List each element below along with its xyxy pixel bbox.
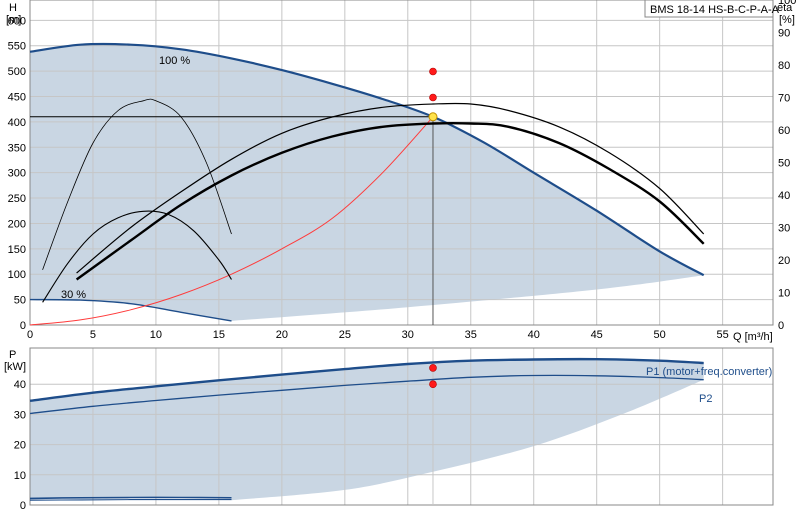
x-tick-label: 50 [654,329,666,341]
h-tick-label: 300 [8,168,26,180]
p-curve-low-speed-lower [29,499,232,501]
h-tick-label: 500 [8,66,26,78]
head-plot: 0 5 10 15 20 25 30 35 40 45 50 55050100150200250300… [6,0,796,343]
p-tick-label: 0 [20,500,26,512]
p-tick-label: 20 [14,440,26,452]
eta-duty-marker [429,93,437,102]
eta-curve-low-speed-lower [42,210,232,303]
power-plot-frame [29,347,774,506]
curve-label-30: 30 % [61,289,86,301]
eta-curve-low-speed-upper [42,98,232,270]
eta-curve-pump [76,102,705,274]
model-box: BMS 18-14 HS-B-C-P-A-A [644,0,780,18]
x-tick-label: 25 [339,329,351,341]
h-tick-label: 100 [8,269,26,281]
power-duty-marker [429,364,437,372]
h-axis-label: H [9,2,17,14]
x-tick-label: 30 [402,329,414,341]
eta-axis-label: eta [777,2,793,14]
h-axis-unit: [m] [6,14,21,26]
eta-tick-label: 40 [778,190,790,202]
x-tick-label: 5 [90,329,96,341]
p-tick-label: 40 [14,379,26,391]
eta-curve-total [75,121,705,281]
x-tick-label: 20 [276,329,288,341]
head-curve-100 [29,42,705,277]
q-axis-label: Q [m³/h] [733,331,773,343]
h-tick-label: 600 [8,15,26,27]
p-axis-unit: [kW] [4,361,26,373]
x-tick-label: 45 [591,329,603,341]
h-tick-label: 250 [8,193,26,205]
head-series [29,42,705,326]
duty-point-marker [428,112,438,122]
p1-curve [29,357,704,402]
eta-tick-label: 60 [778,125,790,137]
eta-tick-label: 20 [778,255,790,267]
power-duty-marker [429,380,437,389]
power-markers [429,364,437,389]
p2-series-label: P2 [699,393,712,405]
eta-tick-label: 0 [778,320,784,332]
x-tick-label: 40 [528,329,540,341]
eta-tick-label: 90 [778,28,790,40]
eta-tick-label: 30 [778,223,790,235]
head-ticks: 0 5 10 15 20 25 30 35 40 45 50 55050100150200250300… [8,0,797,341]
system-curve [29,116,434,326]
p-tick-label: 30 [14,409,26,421]
x-tick-label: 35 [465,329,477,341]
p-tick-label: 10 [14,470,26,482]
p2-curve [29,374,704,415]
eta-tick-label: 80 [778,60,790,72]
curve-label-100: 100 % [159,55,190,67]
model-name: BMS 18-14 HS-B-C-P-A-A [650,4,780,16]
x-tick-label: 0 [27,329,33,341]
x-tick-label: 10 [150,329,162,341]
p-curve-low-speed-upper [29,496,232,500]
h-tick-label: 350 [8,142,26,154]
power-ticks: 0 10 20 30 40 [14,379,26,512]
eta-tick-label: 10 [778,288,790,300]
eta-duty-marker [429,67,437,76]
eta-axis-unit: [%] [779,14,795,26]
power-plot: 0 10 20 30 40 P [kW] P1 (motor+freq.converte… [4,347,774,512]
x-tick-label: 15 [213,329,225,341]
x-tick-label: 55 [717,329,729,341]
p1-series-label: P1 (motor+freq.converter) [646,366,772,378]
h-tick-label: 450 [8,91,26,103]
power-series [29,348,704,505]
head-curve-30 [29,298,232,322]
head-markers [428,67,438,122]
head-operating-area [30,43,704,321]
p-axis-label: P [9,349,16,361]
eta-tick-label: 50 [778,158,790,170]
h-tick-label: 200 [8,218,26,230]
power-operating-area [30,359,704,501]
eta-tick-label: 70 [778,93,790,105]
eta-tick-label: 100 [778,0,796,7]
h-tick-label: 150 [8,244,26,256]
h-tick-label: 550 [8,41,26,53]
h-tick-label: 50 [14,295,26,307]
head-plot-frame [29,0,774,326]
h-tick-label: 0 [20,320,26,332]
h-tick-label: 400 [8,117,26,129]
